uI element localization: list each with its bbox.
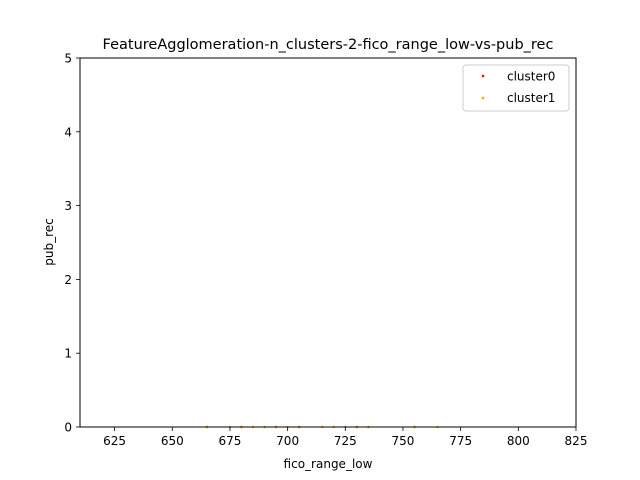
legend-label-cluster1: cluster1 bbox=[507, 91, 555, 105]
y-axis-label: pub_rec bbox=[42, 218, 56, 266]
points-layer bbox=[205, 425, 439, 429]
x-tick-label: 625 bbox=[103, 434, 126, 448]
legend-marker-cluster1 bbox=[481, 96, 485, 100]
chart-title: FeatureAgglomeration-n_clusters-2-fico_r… bbox=[103, 37, 554, 53]
x-axis-ticks: 625 650 675 700 725 750 775 800 825 bbox=[103, 427, 587, 448]
y-tick-label: 0 bbox=[64, 421, 72, 435]
y-tick-label: 4 bbox=[64, 125, 72, 139]
y-tick-label: 2 bbox=[64, 273, 72, 287]
legend-marker-cluster0 bbox=[481, 74, 485, 78]
x-tick-label: 800 bbox=[507, 434, 530, 448]
y-tick-label: 5 bbox=[64, 52, 72, 66]
x-tick-label: 675 bbox=[219, 434, 242, 448]
y-tick-label: 1 bbox=[64, 347, 72, 361]
x-tick-label: 825 bbox=[565, 434, 588, 448]
legend: cluster0 cluster1 bbox=[462, 64, 570, 112]
x-tick-label: 750 bbox=[392, 434, 415, 448]
x-tick-label: 725 bbox=[334, 434, 357, 448]
x-tick-label: 700 bbox=[276, 434, 299, 448]
legend-box bbox=[462, 64, 570, 112]
x-tick-label: 775 bbox=[449, 434, 472, 448]
y-axis-ticks: 0 1 2 3 4 5 bbox=[64, 52, 80, 435]
plot-frame bbox=[79, 57, 577, 428]
x-axis-label: fico_range_low bbox=[284, 457, 373, 471]
y-tick-label: 3 bbox=[64, 199, 72, 213]
legend-label-cluster0: cluster0 bbox=[507, 70, 555, 84]
x-tick-label: 650 bbox=[161, 434, 184, 448]
